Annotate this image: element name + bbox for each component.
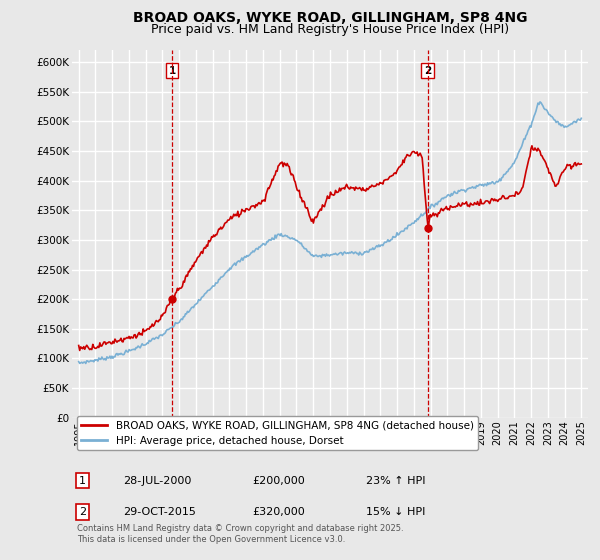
Text: Price paid vs. HM Land Registry's House Price Index (HPI): Price paid vs. HM Land Registry's House … <box>151 24 509 36</box>
Text: 1: 1 <box>79 475 86 486</box>
Text: 28-JUL-2000: 28-JUL-2000 <box>124 475 192 486</box>
Text: Contains HM Land Registry data © Crown copyright and database right 2025.
This d: Contains HM Land Registry data © Crown c… <box>77 524 404 544</box>
Text: £320,000: £320,000 <box>253 507 305 517</box>
Text: 29-OCT-2015: 29-OCT-2015 <box>124 507 196 517</box>
Text: 15% ↓ HPI: 15% ↓ HPI <box>366 507 425 517</box>
Text: BROAD OAKS, WYKE ROAD, GILLINGHAM, SP8 4NG: BROAD OAKS, WYKE ROAD, GILLINGHAM, SP8 4… <box>133 11 527 25</box>
Legend: BROAD OAKS, WYKE ROAD, GILLINGHAM, SP8 4NG (detached house), HPI: Average price,: BROAD OAKS, WYKE ROAD, GILLINGHAM, SP8 4… <box>77 416 478 450</box>
Text: 1: 1 <box>169 66 176 76</box>
Text: 23% ↑ HPI: 23% ↑ HPI <box>366 475 425 486</box>
Text: £200,000: £200,000 <box>253 475 305 486</box>
Text: 2: 2 <box>79 507 86 517</box>
Text: 2: 2 <box>424 66 431 76</box>
